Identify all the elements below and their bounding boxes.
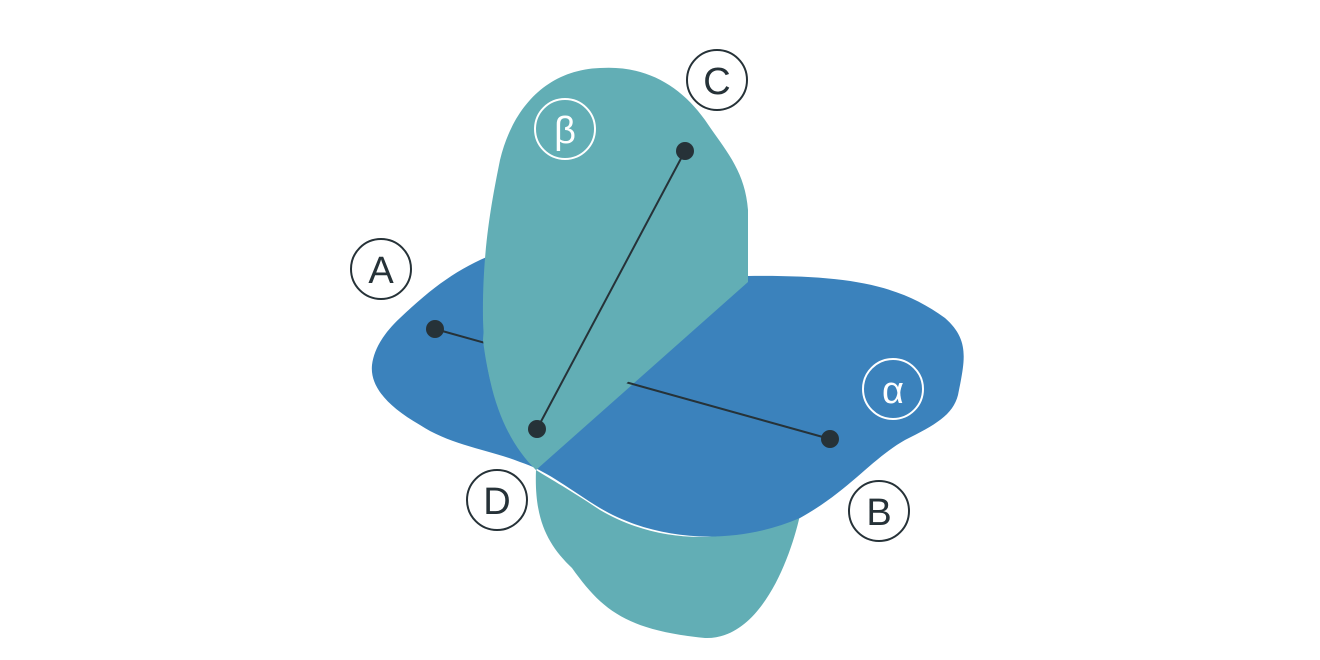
point-c — [676, 142, 694, 160]
point-d — [528, 420, 546, 438]
label-b-text: B — [866, 492, 891, 534]
label-a-text: A — [368, 250, 394, 292]
plane-beta-lower — [535, 470, 800, 639]
label-alpha-circle — [862, 358, 924, 420]
plane-beta-occluder — [483, 319, 630, 470]
label-beta: β — [534, 98, 596, 160]
segment-cd — [536, 150, 686, 430]
label-c: C — [686, 49, 748, 111]
label-beta-circle — [534, 98, 596, 160]
label-d-circle — [466, 469, 528, 531]
label-c-text: C — [703, 61, 730, 103]
label-b-circle — [848, 480, 910, 542]
label-a-circle — [350, 238, 412, 300]
label-beta-text: β — [554, 110, 576, 152]
label-d: D — [466, 469, 528, 531]
point-b — [821, 430, 839, 448]
label-a: A — [350, 238, 412, 300]
label-alpha-text: α — [882, 370, 904, 412]
point-a — [426, 320, 444, 338]
label-b: B — [848, 480, 910, 542]
label-alpha: α — [862, 358, 924, 420]
label-c-circle — [686, 49, 748, 111]
label-d-text: D — [483, 481, 510, 523]
